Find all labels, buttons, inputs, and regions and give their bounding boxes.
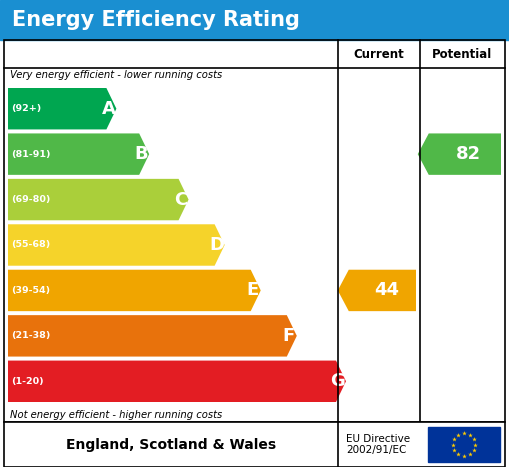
Text: (81-91): (81-91)	[11, 149, 50, 159]
Bar	[428, 427, 500, 462]
Text: 82: 82	[456, 145, 482, 163]
Polygon shape	[8, 224, 224, 266]
Text: (55-68): (55-68)	[11, 241, 50, 249]
Polygon shape	[338, 270, 416, 311]
Polygon shape	[8, 361, 346, 402]
Bar	[4, 422, 505, 467]
Text: D: D	[209, 236, 224, 254]
Text: Potential: Potential	[432, 48, 493, 61]
Bar	[0, 0, 509, 40]
Text: E: E	[246, 282, 259, 299]
Text: (21-38): (21-38)	[11, 332, 50, 340]
Text: (1-20): (1-20)	[11, 377, 44, 386]
Text: (92+): (92+)	[11, 104, 41, 113]
Text: England, Scotland & Wales: England, Scotland & Wales	[66, 438, 276, 452]
Bar	[4, 40, 505, 422]
Polygon shape	[8, 179, 188, 220]
Text: Not energy efficient - higher running costs: Not energy efficient - higher running co…	[10, 410, 222, 420]
Text: F: F	[282, 327, 295, 345]
Text: Very energy efficient - lower running costs: Very energy efficient - lower running co…	[10, 70, 222, 80]
Text: G: G	[330, 372, 346, 390]
Text: A: A	[101, 100, 116, 118]
Text: (39-54): (39-54)	[11, 286, 50, 295]
Polygon shape	[8, 88, 117, 129]
Text: 44: 44	[374, 282, 399, 299]
Text: Energy Efficiency Rating: Energy Efficiency Rating	[12, 10, 300, 30]
Text: B: B	[134, 145, 148, 163]
Text: (69-80): (69-80)	[11, 195, 50, 204]
Polygon shape	[8, 134, 149, 175]
Text: EU Directive
2002/91/EC: EU Directive 2002/91/EC	[346, 434, 410, 455]
Text: Current: Current	[354, 48, 404, 61]
Polygon shape	[418, 134, 501, 175]
Polygon shape	[8, 270, 261, 311]
Text: C: C	[174, 191, 187, 209]
Polygon shape	[8, 315, 297, 357]
